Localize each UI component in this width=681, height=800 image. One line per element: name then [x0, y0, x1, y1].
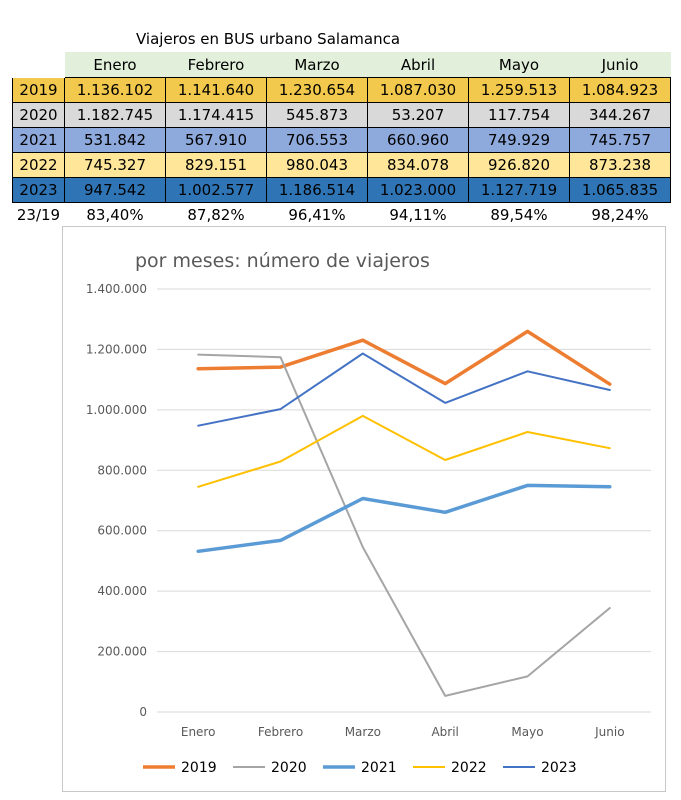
value-cell: 1.182.745	[64, 102, 166, 128]
ratio-cell: 83,40%	[86, 206, 144, 224]
line-chart: por meses: número de viajeros 0 200.000 40…	[86, 250, 651, 776]
table-corner	[12, 52, 65, 78]
legend-label: 2023	[541, 760, 577, 776]
value-cell: 1.127.719	[468, 177, 570, 203]
value-cell: 834.078	[367, 152, 469, 178]
x-tick-label: Junio	[594, 725, 624, 739]
y-tick-label: 800.000	[97, 463, 147, 477]
y-tick-label: 1.200.000	[86, 342, 147, 356]
table-header-row: Enero Febrero Marzo Abril Mayo Junio	[12, 52, 671, 78]
header-month: Marzo	[266, 52, 368, 78]
table-row: 2023 947.542 1.002.577 1.186.514 1.023.0…	[12, 177, 671, 203]
value-cell: 926.820	[468, 152, 570, 178]
legend-label: 2019	[181, 760, 217, 776]
year-cell: 2019	[12, 77, 65, 103]
header-month: Abril	[367, 52, 469, 78]
value-cell: 745.327	[64, 152, 166, 178]
x-tick-label: Mayo	[511, 725, 543, 739]
value-cell: 545.873	[266, 102, 368, 128]
value-cell: 1.002.577	[165, 177, 267, 203]
value-cell: 745.757	[569, 127, 671, 153]
x-tick-label: Marzo	[345, 725, 381, 739]
year-cell: 2023	[12, 177, 65, 203]
value-cell: 1.186.514	[266, 177, 368, 203]
legend-label: 2022	[451, 760, 487, 776]
table-row: 2019 1.136.102 1.141.640 1.230.654 1.087…	[12, 77, 671, 103]
header-month: Junio	[569, 52, 671, 78]
series-line-2019	[196, 329, 612, 386]
chart-area: por meses: número de viajeros 0 200.000 40…	[62, 226, 666, 792]
value-cell: 1.259.513	[468, 77, 570, 103]
ratio-cell: 96,41%	[288, 206, 346, 224]
y-tick-label: 1.000.000	[86, 403, 147, 417]
y-tick-label: 200.000	[97, 645, 147, 659]
header-month: Febrero	[165, 52, 267, 78]
value-cell: 567.910	[165, 127, 267, 153]
header-month: Mayo	[468, 52, 570, 78]
value-cell: 947.542	[64, 177, 166, 203]
legend-label: 2020	[271, 760, 307, 776]
series-line-2022	[197, 414, 611, 488]
y-tick-label: 600.000	[97, 524, 147, 538]
series-line-2021	[196, 483, 612, 554]
value-cell: 1.084.923	[569, 77, 671, 103]
value-cell: 1.230.654	[266, 77, 368, 103]
value-cell: 980.043	[266, 152, 368, 178]
value-cell: 1.087.030	[367, 77, 469, 103]
value-cell: 1.141.640	[165, 77, 267, 103]
table-row: 2022 745.327 829.151 980.043 834.078 926…	[12, 152, 671, 178]
value-cell: 660.960	[367, 127, 469, 153]
value-cell: 1.136.102	[64, 77, 166, 103]
ratio-cell: 94,11%	[389, 206, 447, 224]
ratio-row: 23/19 83,40% 87,82% 96,41% 94,11% 89,54%…	[13, 203, 671, 228]
header-month: Enero	[64, 52, 166, 78]
year-cell: 2020	[12, 102, 65, 128]
year-cell: 2021	[12, 127, 65, 153]
value-cell: 873.238	[569, 152, 671, 178]
y-tick-label: 0	[139, 705, 147, 719]
value-cell: 1.023.000	[367, 177, 469, 203]
value-cell: 1.174.415	[165, 102, 267, 128]
ratio-label: 23/19	[16, 206, 61, 224]
value-cell: 53.207	[367, 102, 469, 128]
value-cell: 829.151	[165, 152, 267, 178]
x-tick-label: Febrero	[258, 725, 303, 739]
table-row: 2020 1.182.745 1.174.415 545.873 53.207 …	[12, 102, 671, 128]
value-cell: 1.065.835	[569, 177, 671, 203]
legend-label: 2021	[361, 760, 397, 776]
x-tick-label: Enero	[181, 725, 216, 739]
value-cell: 531.842	[64, 127, 166, 153]
chart-title: por meses: número de viajeros	[135, 250, 430, 272]
series-line-2023	[197, 352, 611, 427]
y-tick-label: 400.000	[97, 584, 147, 598]
value-cell: 344.267	[569, 102, 671, 128]
ratio-cell: 87,82%	[187, 206, 245, 224]
ratio-cell: 89,54%	[490, 206, 548, 224]
year-cell: 2022	[12, 152, 65, 178]
data-table: Enero Febrero Marzo Abril Mayo Junio 201…	[12, 52, 671, 227]
value-cell: 117.754	[468, 102, 570, 128]
x-tick-label: Abril	[431, 725, 458, 739]
series-line-2020	[197, 353, 611, 697]
table-row: 2021 531.842 567.910 706.553 660.960 749…	[12, 127, 671, 153]
table-title: Viajeros en BUS urbano Salamanca	[136, 30, 401, 48]
value-cell: 749.929	[468, 127, 570, 153]
y-tick-label: 1.400.000	[86, 282, 147, 296]
value-cell: 706.553	[266, 127, 368, 153]
ratio-cell: 98,24%	[591, 206, 649, 224]
